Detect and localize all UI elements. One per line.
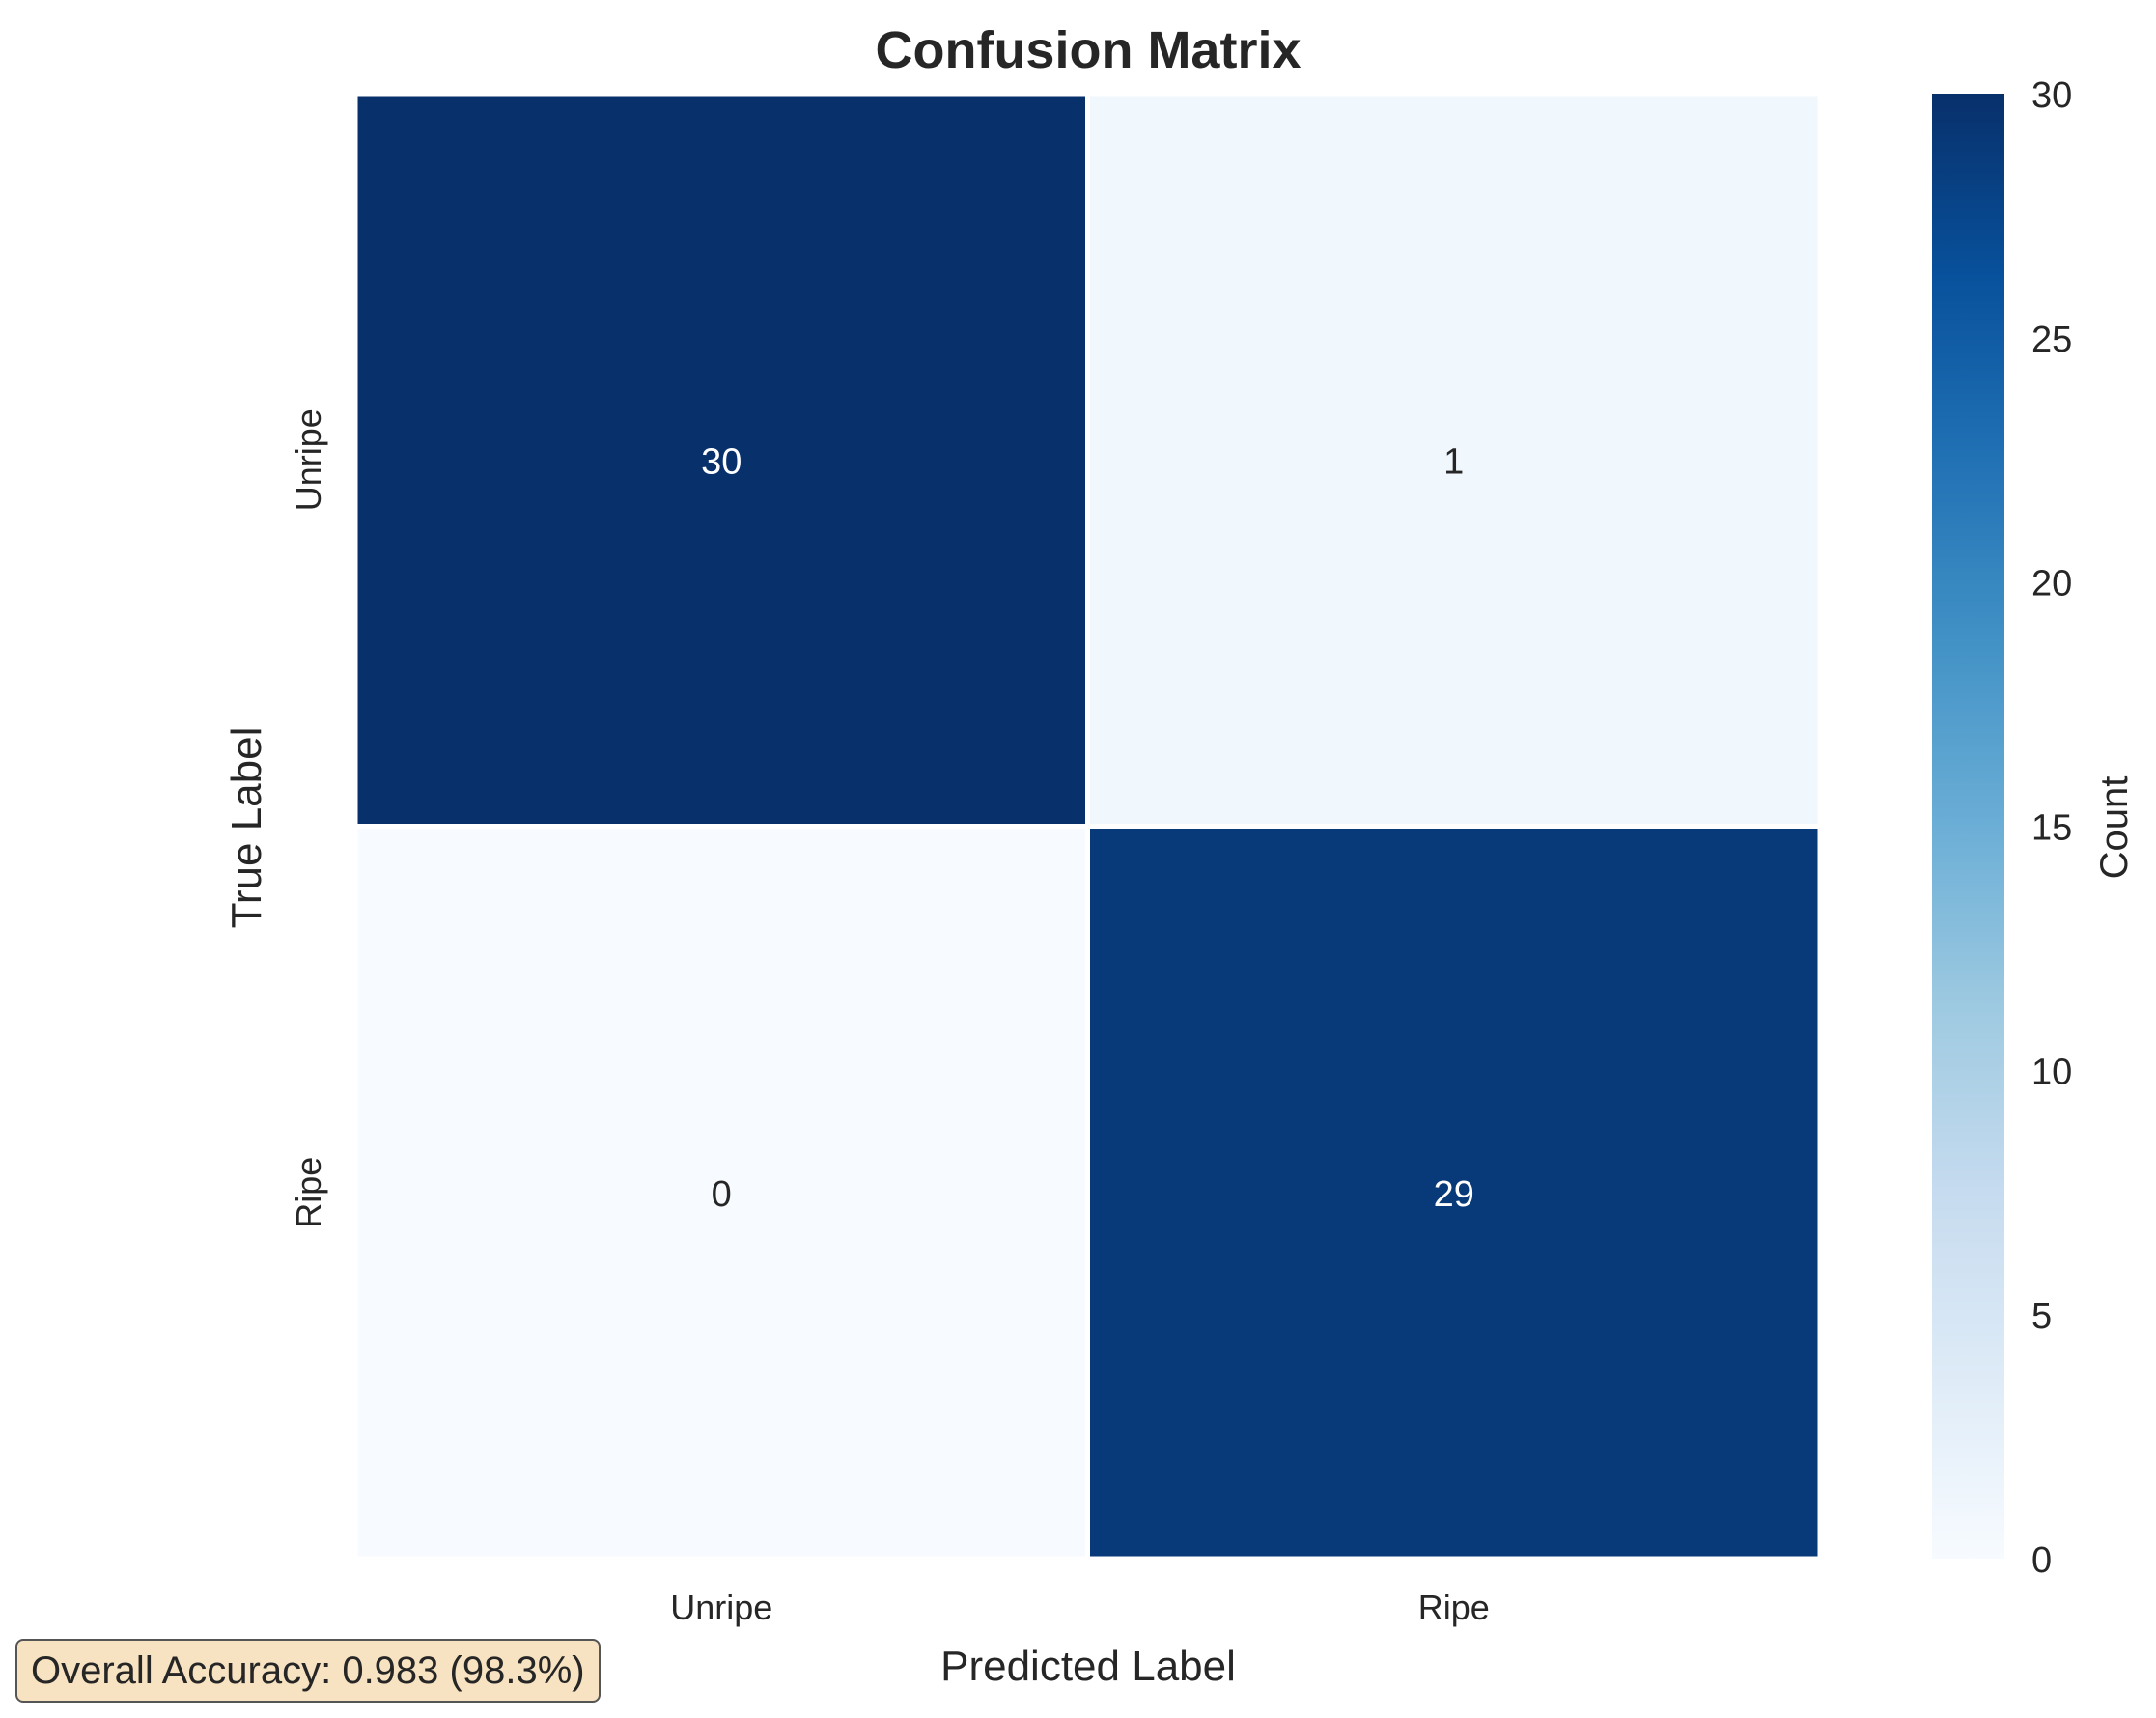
heatmap-cell: [1085, 824, 1823, 1562]
colorbar-tick-label: 15: [2031, 808, 2072, 849]
colorbar-tick-label: 30: [2031, 75, 2072, 116]
y-axis-label: True Label: [223, 727, 270, 929]
x-tick-label: Unripe: [670, 1588, 772, 1627]
heatmap-cell: [352, 824, 1090, 1562]
colorbar: [1932, 94, 2004, 1559]
cell-value-label: 29: [1434, 1174, 1474, 1215]
cell-value-label: 1: [1443, 441, 1464, 482]
y-tick-label: Unripe: [289, 408, 328, 511]
chart-title: Confusion Matrix: [876, 21, 1302, 79]
y-tick-labels: Unripe Ripe: [289, 408, 328, 1228]
x-tick-labels: Unripe Ripe: [670, 1588, 1490, 1627]
overall-accuracy-annotation: Overall Accuracy: 0.983 (98.3%): [15, 1639, 601, 1703]
colorbar-label: Count: [2093, 776, 2136, 880]
colorbar-tick-label: 10: [2031, 1052, 2072, 1092]
cell-value-label: 0: [712, 1174, 732, 1215]
x-axis-label: Predicted Label: [940, 1643, 1236, 1690]
y-tick-label: Ripe: [289, 1157, 328, 1228]
cell-value-label: 30: [701, 441, 742, 482]
x-tick-label: Ripe: [1418, 1588, 1490, 1627]
colorbar-tick-labels: 0 5 10 15 20 25 30: [2031, 75, 2072, 1581]
colorbar-tick-label: 0: [2031, 1540, 2052, 1581]
colorbar-tick-label: 25: [2031, 320, 2072, 360]
heatmap-cell: [1085, 91, 1823, 829]
heatmap-cell: [352, 91, 1090, 829]
colorbar-tick-label: 5: [2031, 1296, 2052, 1337]
heatmap-cells: 30 1 0 29: [352, 91, 1823, 1562]
colorbar-tick-label: 20: [2031, 564, 2072, 605]
